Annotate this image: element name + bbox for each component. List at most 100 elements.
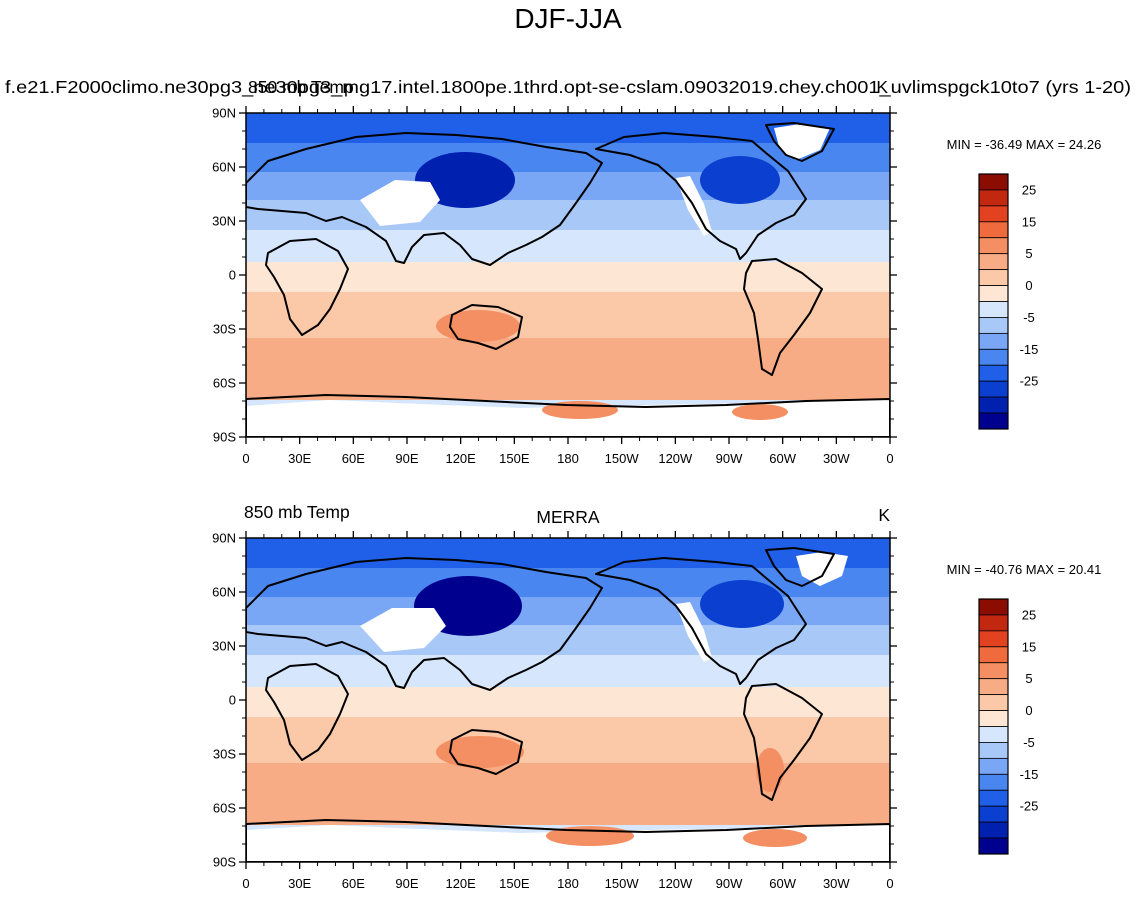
colorbar-box xyxy=(978,396,1009,414)
lon-tick-label: 90E xyxy=(395,451,418,466)
lon-tick-label: 150W xyxy=(605,876,640,891)
colorbar-box xyxy=(978,173,1009,191)
colorbar-box xyxy=(978,269,1009,286)
bottom-left-label: 850 mb Temp xyxy=(244,502,350,522)
colorbar-box xyxy=(978,285,1009,302)
bottom-warm-antarctic-coast-2 xyxy=(743,829,807,847)
lon-tick-label: 60W xyxy=(769,876,796,891)
lat-tick-label: 0 xyxy=(229,693,236,708)
bottom-band xyxy=(246,538,890,568)
lat-tick-label: 60N xyxy=(212,585,236,600)
lon-tick-label: 0 xyxy=(242,876,249,891)
colorbar-label: -25 xyxy=(1020,374,1039,389)
lon-tick-label: 60W xyxy=(769,451,796,466)
top-lat-axis: 90N 60N 30N 0 30S 60S 90S xyxy=(212,106,897,445)
top-lon-axis: 0 30E 60E 90E 120E 150E 180 150W 120W 90W 60W 30W 0 xyxy=(242,106,894,466)
bottom-warm-australia xyxy=(436,736,524,768)
top-minmax-label: MIN = -36.49 MAX = 24.26 xyxy=(947,137,1102,152)
lat-tick-label: 90N xyxy=(212,106,236,121)
top-band xyxy=(246,228,890,262)
colorbar-label: 0 xyxy=(1025,278,1032,293)
colorbar-label: 5 xyxy=(1025,246,1032,261)
colorbar-box xyxy=(978,837,1009,855)
lat-tick-label: 30S xyxy=(213,747,236,762)
colorbar-frame xyxy=(978,598,1009,855)
bottom-colorbar: 25 15 5 0 -5 -15 -25 xyxy=(978,598,1039,855)
colorbar-box xyxy=(978,221,1009,239)
colorbar-box xyxy=(978,710,1009,727)
colorbar-box xyxy=(978,742,1009,759)
bottom-band xyxy=(246,755,890,825)
top-cold-core-asia xyxy=(415,152,515,208)
colorbar-frame xyxy=(978,173,1009,430)
top-panel: f.e21.F2000climo.ne30pg3_ne30pg3_mg17.in… xyxy=(5,77,1131,466)
top-band xyxy=(246,262,890,292)
colorbar-box xyxy=(978,412,1009,430)
colorbar-box xyxy=(978,598,1009,616)
colorbar-box xyxy=(978,332,1009,350)
lat-tick-label: 0 xyxy=(229,268,236,283)
lon-tick-label: 150W xyxy=(605,451,640,466)
colorbar-label: 25 xyxy=(1022,182,1036,197)
colorbar-box xyxy=(978,614,1009,632)
colorbar-box xyxy=(978,694,1009,711)
colorbar-label: -5 xyxy=(1023,310,1035,325)
lat-tick-label: 90N xyxy=(212,531,236,546)
colorbar-box xyxy=(978,348,1009,366)
colorbar-label: 15 xyxy=(1022,214,1036,229)
bottom-cold-core-america xyxy=(700,580,784,628)
lat-tick-label: 60S xyxy=(213,801,236,816)
lon-tick-label: 30W xyxy=(823,451,850,466)
bottom-band xyxy=(246,687,890,717)
lon-tick-label: 90W xyxy=(716,451,743,466)
lon-tick-label: 150E xyxy=(499,451,530,466)
top-colorbar: 25 15 5 0 -5 -15 -25 xyxy=(978,173,1039,430)
lat-tick-label: 90S xyxy=(213,855,236,870)
top-variable-overlay: 850 mb Temp xyxy=(248,77,354,97)
top-land-mask-tibet xyxy=(360,180,440,226)
bottom-band xyxy=(246,713,890,763)
bottom-map-field xyxy=(246,538,890,862)
lon-tick-label: 30W xyxy=(823,876,850,891)
colorbar-box xyxy=(978,726,1009,743)
bottom-land-mask-greenland xyxy=(796,552,848,586)
lon-tick-label: 60E xyxy=(342,876,365,891)
bottom-band xyxy=(246,565,890,597)
colorbar-box xyxy=(978,789,1009,807)
colorbar-label: 0 xyxy=(1025,703,1032,718)
lon-tick-label: 120W xyxy=(658,876,693,891)
lat-tick-label: 30N xyxy=(212,639,236,654)
top-band xyxy=(246,288,890,338)
top-warm-antarctic-coast-2 xyxy=(732,404,788,420)
bottom-band xyxy=(246,653,890,687)
top-run-name: f.e21.F2000climo.ne30pg3_ne30pg3_mg17.in… xyxy=(5,77,1131,98)
lon-tick-label: 120E xyxy=(445,451,476,466)
bottom-minmax-label: MIN = -40.76 MAX = 20.41 xyxy=(947,562,1102,577)
colorbar-box xyxy=(978,205,1009,223)
bottom-lat-axis: 90N 60N 30N 0 30S 60S 90S xyxy=(212,531,897,870)
lat-tick-label: 30N xyxy=(212,214,236,229)
top-land-mask-greenland xyxy=(774,124,830,160)
top-warm-australia xyxy=(436,310,520,342)
bottom-warm-sam xyxy=(756,748,784,792)
lon-tick-label: 30E xyxy=(288,876,311,891)
colorbar-box xyxy=(978,805,1009,823)
colorbar-label: -25 xyxy=(1020,799,1039,814)
colorbar-label: -15 xyxy=(1020,342,1039,357)
bottom-panel: 850 mb Temp MERRA K xyxy=(212,502,1101,891)
top-cold-core-america xyxy=(700,156,780,204)
lon-tick-label: 150E xyxy=(499,876,530,891)
colorbar-box xyxy=(978,253,1009,271)
colorbar-box xyxy=(978,301,1009,318)
colorbar-box xyxy=(978,757,1009,775)
top-units-label: K xyxy=(876,77,888,97)
bottom-band xyxy=(246,595,890,625)
colorbar-box xyxy=(978,380,1009,398)
bottom-units-label: K xyxy=(878,505,890,525)
lat-tick-label: 60S xyxy=(213,376,236,391)
lon-tick-label: 0 xyxy=(886,451,893,466)
colorbar-label: 15 xyxy=(1022,639,1036,654)
colorbar-label: -15 xyxy=(1020,767,1039,782)
top-band xyxy=(246,330,890,400)
lon-tick-label: 90W xyxy=(716,876,743,891)
